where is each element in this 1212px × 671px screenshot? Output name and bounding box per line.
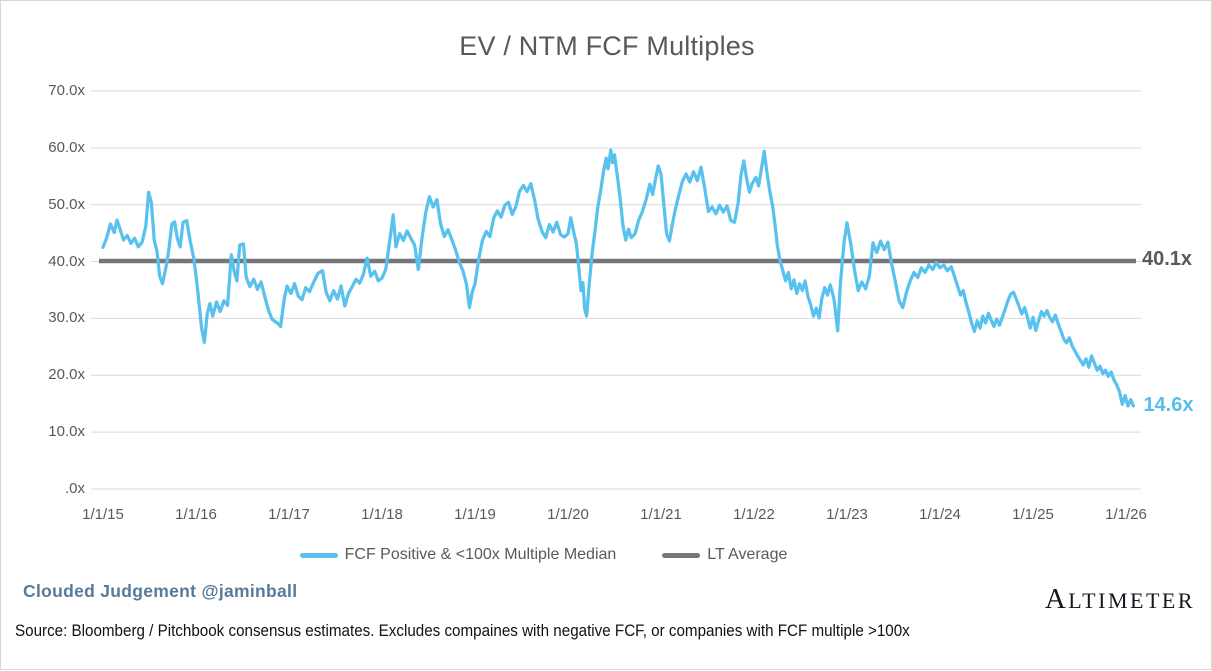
x-tick-label: 1/1/26 xyxy=(1105,506,1147,523)
fcf-median-line xyxy=(101,148,1136,408)
x-tick-label: 1/1/24 xyxy=(919,506,961,523)
x-tick-label: 1/1/22 xyxy=(733,506,775,523)
x-tick-label: 1/1/25 xyxy=(1012,506,1054,523)
x-tick-label: 1/1/15 xyxy=(82,506,124,523)
source-note: Source: Bloomberg / Pitchbook consensus … xyxy=(15,622,910,640)
y-tick-label: .0x xyxy=(64,480,85,497)
y-tick-label: 60.0x xyxy=(48,138,85,156)
legend-label-lt-average: LT Average xyxy=(707,546,788,563)
x-tick-label: 1/1/23 xyxy=(826,506,868,523)
x-tick-label: 1/1/16 xyxy=(175,506,217,523)
legend: FCF Positive & <100x Multiple Median LT … xyxy=(1,543,1086,567)
y-tick-label: 50.0x xyxy=(48,195,85,213)
y-tick-label: 20.0x xyxy=(48,366,85,384)
legend-item-fcf-median: FCF Positive & <100x Multiple Median xyxy=(299,546,617,564)
x-tick-label: 1/1/21 xyxy=(640,506,682,523)
legend-label-fcf-median: FCF Positive & <100x Multiple Median xyxy=(344,546,617,563)
lt-average-line-swatch-icon xyxy=(662,552,701,558)
fcf-median-line-swatch-icon xyxy=(299,552,338,558)
legend-item-lt-average: LT Average xyxy=(662,546,787,564)
x-tick-label: 1/1/18 xyxy=(361,506,403,523)
x-tick-label: 1/1/20 xyxy=(547,506,589,523)
credit-byline: Clouded Judgement @jaminball xyxy=(23,581,298,601)
y-tick-label: 40.0x xyxy=(48,252,85,270)
x-tick-label: 1/1/19 xyxy=(454,506,496,523)
chart-title: EV / NTM FCF Multiples xyxy=(459,31,755,61)
y-tick-label: 30.0x xyxy=(48,309,85,327)
y-tick-label: 70.0x xyxy=(48,81,85,99)
avg-value-label: 40.1x xyxy=(1142,247,1193,270)
last-value-label: 14.6x xyxy=(1143,393,1194,416)
x-tick-label: 1/1/17 xyxy=(268,506,310,523)
altimeter-logo: ALTIMETER xyxy=(1044,583,1195,615)
y-tick-label: 10.0x xyxy=(48,423,85,441)
